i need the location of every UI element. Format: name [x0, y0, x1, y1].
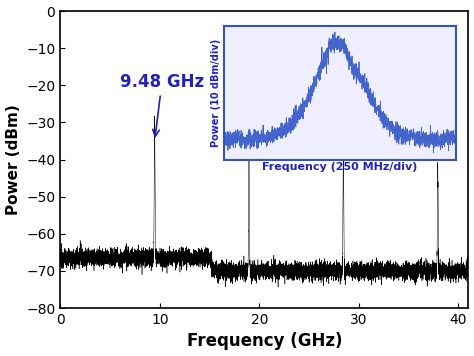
X-axis label: Frequency (GHz): Frequency (GHz) [187, 333, 342, 350]
Text: 9.48 GHz: 9.48 GHz [120, 73, 204, 136]
Y-axis label: Power (dBm): Power (dBm) [6, 104, 20, 215]
